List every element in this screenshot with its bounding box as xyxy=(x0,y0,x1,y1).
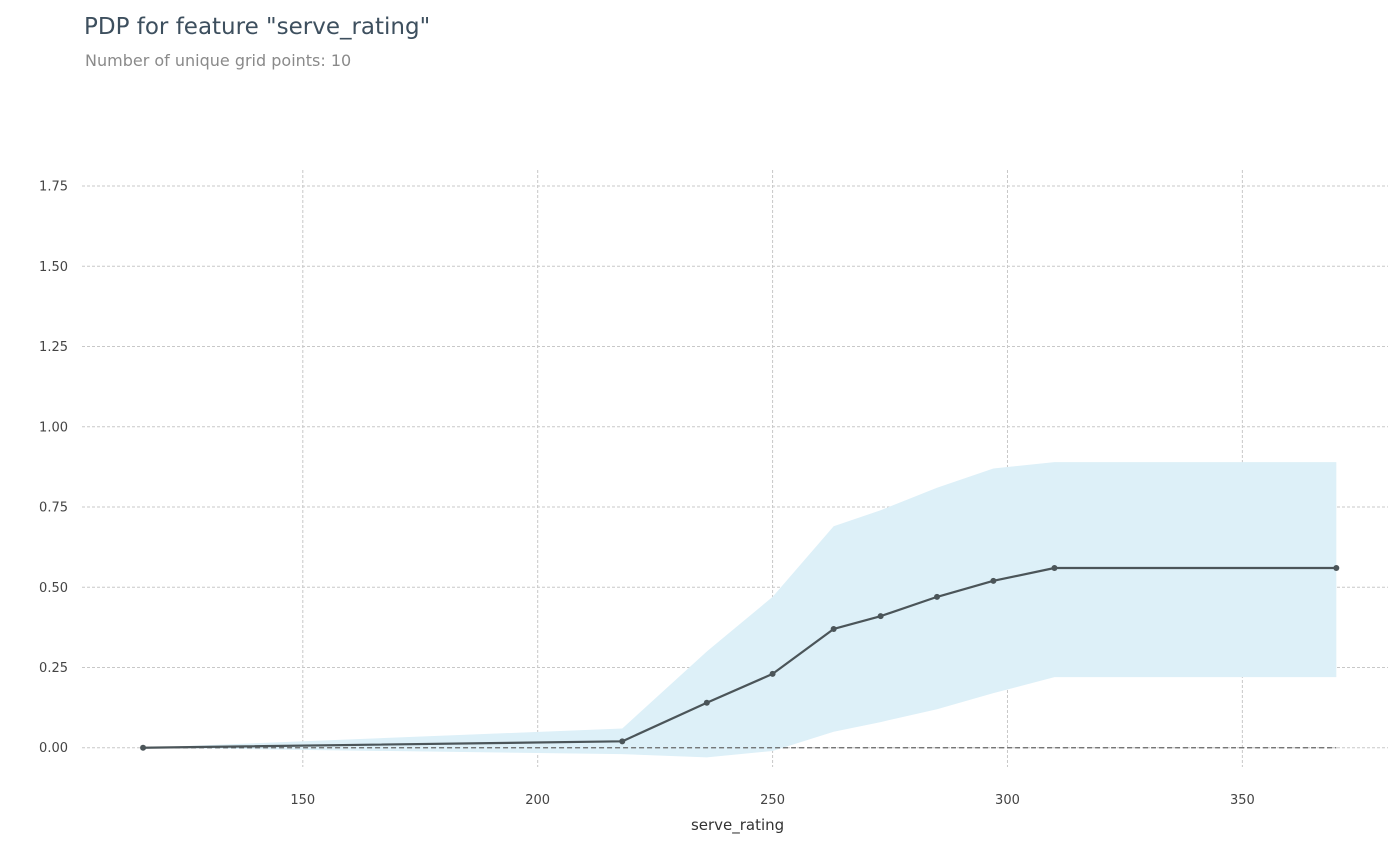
x-tick-label: 200 xyxy=(525,793,550,808)
y-tick-label: 0.50 xyxy=(39,581,68,596)
x-axis-label: serve_rating xyxy=(691,816,784,835)
pdp-point xyxy=(1051,565,1058,571)
pdp-point xyxy=(877,613,884,620)
series-line-layer xyxy=(143,566,1337,749)
y-tick-label: 1.25 xyxy=(39,340,68,355)
confidence-band-layer xyxy=(143,462,1337,758)
pdp-point xyxy=(830,625,837,632)
pdp-point xyxy=(140,744,147,751)
pdp-point xyxy=(934,593,941,600)
y-tick-label: 1.00 xyxy=(39,420,68,435)
confidence-band xyxy=(143,462,1337,758)
pdp-point xyxy=(990,577,997,584)
y-tick-label: 0.00 xyxy=(39,741,68,756)
x-tick-label: 150 xyxy=(290,793,315,808)
chart-subtitle: Number of unique grid points: 10 xyxy=(85,51,352,70)
x-tick-label: 350 xyxy=(1230,793,1255,808)
tick-labels-layer: 0.00 0.25 0.50 0.75 1.00 1.25 1.50 1.75 150 200 25… xyxy=(39,180,1255,808)
y-tick-label: 0.25 xyxy=(39,661,68,676)
pdp-point xyxy=(769,670,776,677)
chart-title: PDP for feature "serve_rating" xyxy=(84,14,431,40)
y-tick-label: 1.50 xyxy=(39,260,68,275)
pdp-point xyxy=(703,699,710,706)
x-tick-label: 250 xyxy=(760,793,785,808)
series-points-layer xyxy=(140,565,1340,751)
pdp-series-line xyxy=(143,566,1337,749)
y-tick-label: 1.75 xyxy=(39,180,68,195)
pdp-point xyxy=(1333,565,1340,571)
pdp-point xyxy=(619,738,626,745)
y-tick-label: 0.75 xyxy=(39,501,68,516)
x-tick-label: 300 xyxy=(995,793,1020,808)
